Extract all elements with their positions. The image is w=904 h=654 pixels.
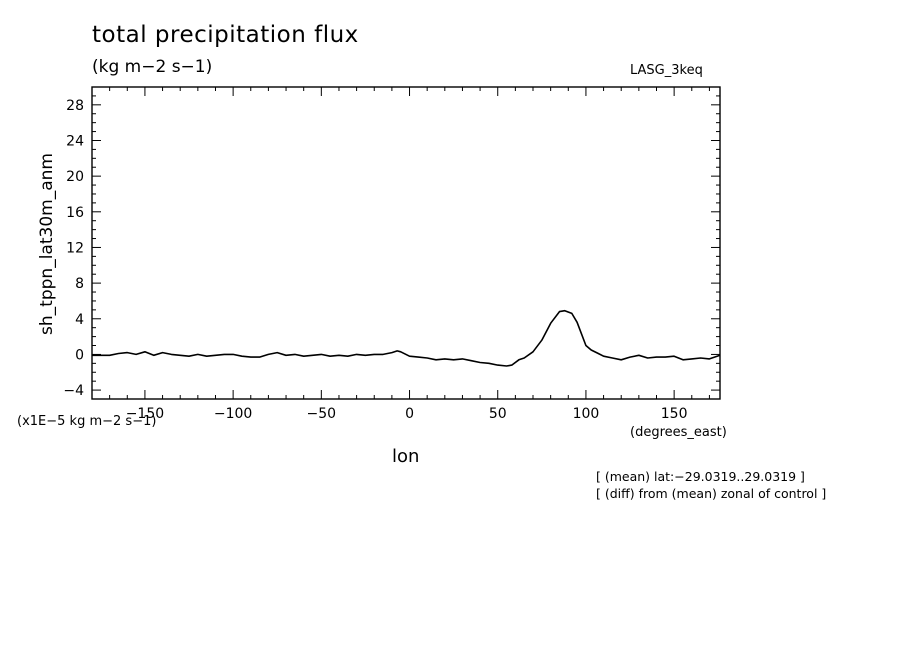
chart-title: total precipitation flux: [92, 22, 359, 48]
y-axis-units: (x1E−5 kg m−2 s−1): [17, 414, 157, 429]
x-tick-label: 0: [405, 406, 414, 422]
y-tick-label: 16: [66, 205, 84, 221]
chart-units: (kg m−2 s−1): [92, 57, 213, 77]
x-tick-label: 150: [661, 406, 688, 422]
axis-ticks: [92, 86, 720, 400]
y-tick-label: 4: [75, 312, 84, 328]
y-axis-label: sh_tppn_lat30m_anm: [37, 153, 57, 335]
x-tick-label: 100: [573, 406, 600, 422]
y-tick-label: −4: [63, 383, 84, 399]
y-tick-label: 8: [75, 276, 84, 292]
y-tick-label: 28: [66, 98, 84, 114]
x-tick-label: −150: [126, 406, 164, 422]
series-line: [92, 309, 721, 367]
y-tick-label: 0: [75, 347, 84, 363]
y-tick-label: 12: [66, 240, 84, 256]
dataset-label: LASG_3keq: [630, 63, 703, 78]
x-tick-label: −100: [214, 406, 252, 422]
y-tick-label: 20: [66, 169, 84, 185]
x-axis-label: lon: [392, 446, 420, 467]
x-tick-label: 50: [489, 406, 507, 422]
annotation-diff: [ (diff) from (mean) zonal of control ]: [596, 486, 827, 501]
x-axis-units: (degrees_east): [630, 425, 727, 440]
y-tick-label: 24: [66, 133, 84, 149]
x-tick-label: −50: [307, 406, 337, 422]
annotation-mean-lat: [ (mean) lat:−29.0319..29.0319 ]: [596, 469, 805, 484]
plot-frame: [91, 86, 721, 400]
tick-labels: −4 0 4 8 12 16 20 24 28 −150 −100 −50 0 50 100 150: [63, 98, 687, 422]
